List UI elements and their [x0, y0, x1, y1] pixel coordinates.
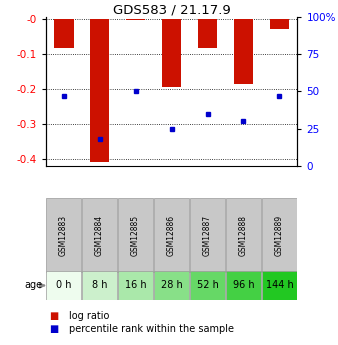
Bar [270, 19, 289, 29]
Text: GSM12885: GSM12885 [131, 215, 140, 256]
Bar [82, 198, 117, 273]
Bar [262, 271, 297, 300]
Bar [190, 271, 225, 300]
Bar [262, 198, 297, 273]
Bar [90, 19, 110, 162]
Text: age: age [24, 280, 42, 290]
Text: 16 h: 16 h [125, 280, 146, 290]
Text: percentile rank within the sample: percentile rank within the sample [69, 325, 234, 334]
Bar [154, 198, 189, 273]
Text: 52 h: 52 h [197, 280, 218, 290]
Text: 144 h: 144 h [266, 280, 293, 290]
Bar [226, 271, 261, 300]
Bar [46, 198, 81, 273]
Text: 96 h: 96 h [233, 280, 254, 290]
Bar [198, 19, 217, 48]
Bar [226, 198, 261, 273]
Text: log ratio: log ratio [69, 311, 110, 321]
Text: GSM12883: GSM12883 [59, 215, 68, 256]
Text: 28 h: 28 h [161, 280, 183, 290]
Bar [126, 19, 145, 20]
Bar [154, 271, 189, 300]
Text: ■: ■ [49, 325, 58, 334]
Title: GDS583 / 21.17.9: GDS583 / 21.17.9 [113, 3, 231, 16]
Bar [234, 19, 254, 83]
Bar [46, 271, 81, 300]
Bar [118, 198, 153, 273]
Text: GSM12889: GSM12889 [275, 215, 284, 256]
Text: ■: ■ [49, 311, 58, 321]
Bar [118, 271, 153, 300]
Bar [82, 271, 117, 300]
Text: GSM12884: GSM12884 [95, 215, 104, 256]
Text: 8 h: 8 h [92, 280, 107, 290]
Text: 0 h: 0 h [56, 280, 71, 290]
Text: GSM12886: GSM12886 [167, 215, 176, 256]
Bar [162, 19, 182, 87]
Bar [54, 19, 73, 48]
Bar [190, 198, 225, 273]
Text: GSM12887: GSM12887 [203, 215, 212, 256]
Text: GSM12888: GSM12888 [239, 215, 248, 256]
